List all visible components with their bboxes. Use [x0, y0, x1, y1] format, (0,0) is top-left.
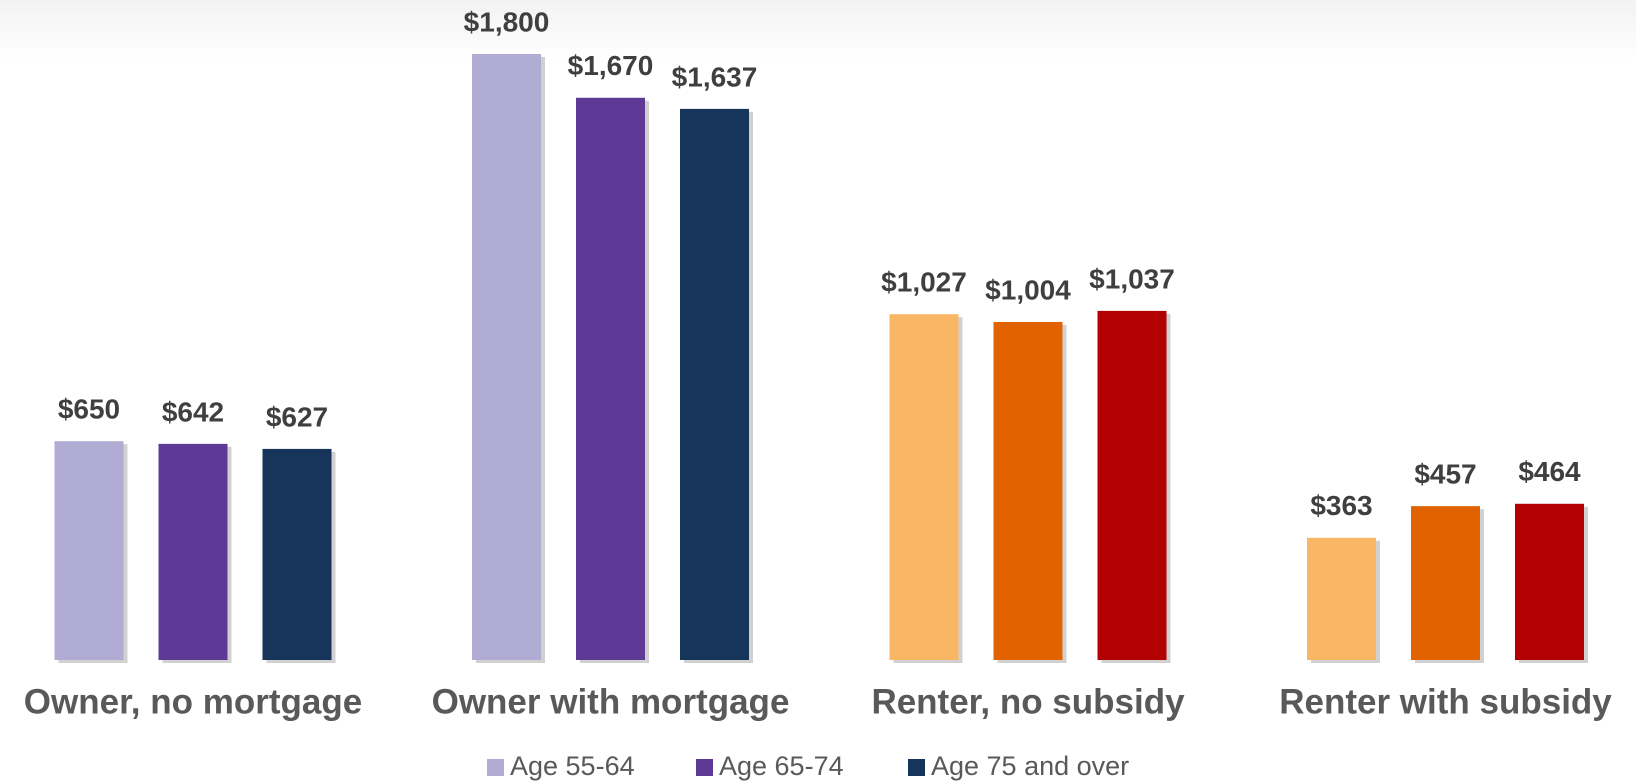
bar — [1097, 310, 1167, 660]
bar — [54, 441, 124, 660]
category-label: Owner with mortgage — [432, 682, 790, 721]
bar — [993, 321, 1063, 660]
value-label: $642 — [162, 396, 224, 427]
legend-swatch — [696, 759, 713, 776]
bar — [1411, 506, 1480, 660]
value-label: $1,670 — [568, 50, 654, 81]
background — [0, 0, 1636, 60]
bar — [158, 443, 228, 660]
legend-swatch — [487, 759, 504, 776]
value-label: $650 — [58, 394, 120, 425]
value-label: $1,027 — [881, 267, 967, 298]
bar — [576, 97, 645, 661]
value-label: $457 — [1414, 459, 1476, 490]
value-label: $627 — [266, 401, 328, 432]
category-label: Renter with subsidy — [1279, 682, 1612, 721]
bar — [1307, 537, 1376, 660]
bar — [1515, 503, 1584, 660]
category-label: Renter, no subsidy — [871, 682, 1185, 721]
bar — [472, 54, 541, 660]
legend-label: Age 55-64 — [510, 751, 635, 781]
bar — [889, 314, 959, 660]
value-label: $363 — [1310, 490, 1372, 521]
legend-swatch — [908, 759, 925, 776]
category-label: Owner, no mortgage — [24, 682, 362, 721]
value-label: $464 — [1518, 456, 1581, 487]
legend-label: Age 65-74 — [719, 751, 844, 781]
bar — [262, 448, 332, 660]
legend-label: Age 75 and over — [931, 751, 1129, 781]
value-label: $1,800 — [464, 6, 550, 37]
value-label: $1,037 — [1089, 263, 1175, 294]
bar — [680, 108, 749, 661]
value-label: $1,637 — [672, 61, 758, 92]
value-label: $1,004 — [985, 274, 1071, 305]
